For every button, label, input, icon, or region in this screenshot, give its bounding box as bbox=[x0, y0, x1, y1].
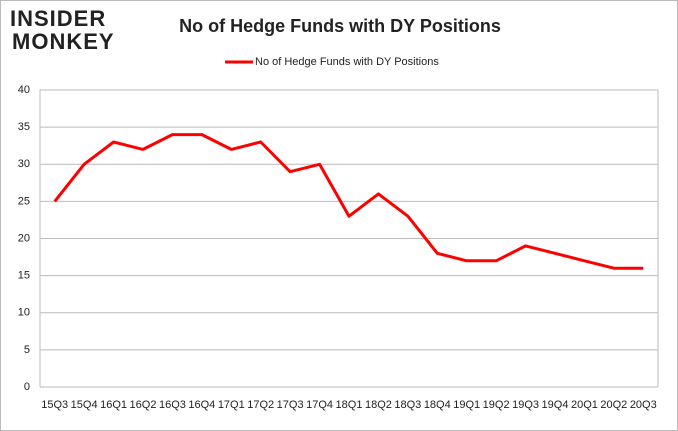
x-tick-label: 16Q4 bbox=[188, 399, 215, 411]
y-tick-label: 35 bbox=[18, 121, 30, 133]
y-tick-label: 15 bbox=[18, 270, 30, 282]
x-tick-label: 19Q4 bbox=[542, 399, 569, 411]
x-tick-label: 18Q4 bbox=[424, 399, 451, 411]
x-tick-label: 20Q2 bbox=[600, 399, 627, 411]
logo: INSIDER bbox=[10, 6, 106, 31]
y-tick-label: 20 bbox=[18, 232, 30, 244]
x-tick-label: 16Q3 bbox=[159, 399, 186, 411]
x-tick-label: 16Q2 bbox=[130, 399, 157, 411]
y-tick-label: 0 bbox=[24, 381, 30, 393]
y-tick-label: 5 bbox=[24, 344, 30, 356]
y-tick-label: 25 bbox=[18, 195, 30, 207]
x-tick-label: 17Q3 bbox=[277, 399, 304, 411]
y-tick-label: 30 bbox=[18, 158, 30, 170]
x-tick-label: 19Q2 bbox=[483, 399, 510, 411]
x-tick-label: 20Q1 bbox=[571, 399, 598, 411]
x-tick-label: 18Q1 bbox=[336, 399, 363, 411]
x-tick-label: 16Q1 bbox=[100, 399, 127, 411]
x-tick-label: 17Q1 bbox=[218, 399, 245, 411]
x-tick-label: 18Q3 bbox=[394, 399, 421, 411]
x-tick-label: 19Q3 bbox=[512, 399, 539, 411]
y-tick-label: 10 bbox=[18, 307, 30, 319]
legend-label: No of Hedge Funds with DY Positions bbox=[255, 56, 439, 68]
x-tick-label: 17Q2 bbox=[247, 399, 274, 411]
x-tick-label: 17Q4 bbox=[306, 399, 333, 411]
x-tick-label: 19Q1 bbox=[453, 399, 480, 411]
x-tick-label: 20Q3 bbox=[630, 399, 657, 411]
x-tick-label: 15Q4 bbox=[71, 399, 98, 411]
chart-title: No of Hedge Funds with DY Positions bbox=[179, 16, 501, 36]
x-tick-label: 18Q2 bbox=[365, 399, 392, 411]
y-tick-label: 40 bbox=[18, 84, 30, 96]
x-tick-label: 15Q3 bbox=[41, 399, 68, 411]
logo: MONKEY bbox=[12, 29, 115, 54]
data-line bbox=[53, 133, 644, 270]
